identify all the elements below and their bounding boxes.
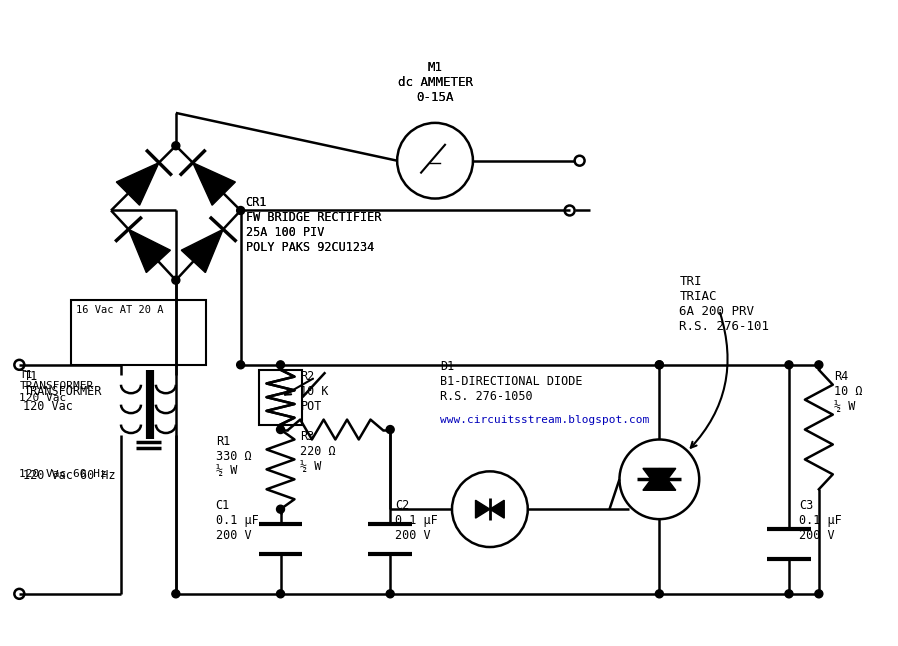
Circle shape bbox=[237, 361, 244, 369]
Text: 120 Vac 60 Hz: 120 Vac 60 Hz bbox=[20, 470, 107, 479]
Circle shape bbox=[814, 361, 823, 369]
Text: C3
0.1 μF
200 V: C3 0.1 μF 200 V bbox=[799, 499, 841, 542]
Circle shape bbox=[277, 505, 285, 513]
Circle shape bbox=[386, 590, 394, 598]
Circle shape bbox=[172, 141, 180, 150]
Circle shape bbox=[785, 361, 793, 369]
Polygon shape bbox=[643, 468, 676, 490]
Bar bbox=[71, 300, 206, 365]
Text: www.circuitsstream.blogspot.com: www.circuitsstream.blogspot.com bbox=[440, 415, 649, 424]
Circle shape bbox=[656, 590, 664, 598]
Circle shape bbox=[785, 590, 793, 598]
Text: C2
0.1 μF
200 V: C2 0.1 μF 200 V bbox=[395, 499, 438, 542]
Circle shape bbox=[277, 590, 285, 598]
Circle shape bbox=[386, 426, 394, 433]
Text: T1
TRANSFORMER
120 Vac: T1 TRANSFORMER 120 Vac bbox=[23, 370, 101, 413]
Text: CR1
FW BRIDGE RECTIFIER
25A 100 PIV
POLY PAKS 92CU1234: CR1 FW BRIDGE RECTIFIER 25A 100 PIV POLY… bbox=[246, 196, 381, 253]
Circle shape bbox=[277, 361, 285, 369]
Polygon shape bbox=[193, 163, 235, 205]
Text: 120 Vac 60 Hz: 120 Vac 60 Hz bbox=[23, 470, 116, 483]
Text: R3
220 Ω
½ W: R3 220 Ω ½ W bbox=[301, 430, 336, 472]
Circle shape bbox=[277, 426, 285, 433]
Text: R1
330 Ω
½ W: R1 330 Ω ½ W bbox=[216, 435, 251, 477]
Polygon shape bbox=[181, 229, 224, 273]
Text: C1
0.1 μF
200 V: C1 0.1 μF 200 V bbox=[216, 499, 259, 542]
Text: TRI
TRIAC
6A 200 PRV
R.S. 276-101: TRI TRIAC 6A 200 PRV R.S. 276-101 bbox=[679, 275, 770, 333]
Polygon shape bbox=[643, 468, 676, 490]
Text: T1
TRANSFORMER
120 Vac: T1 TRANSFORMER 120 Vac bbox=[20, 370, 93, 403]
Text: R2
10 K
POT: R2 10 K POT bbox=[301, 370, 329, 413]
Bar bbox=[259, 370, 303, 424]
Text: M1
dc AMMETER
0-15A: M1 dc AMMETER 0-15A bbox=[398, 61, 472, 104]
Text: 16 Vac AT 20 A: 16 Vac AT 20 A bbox=[76, 305, 163, 315]
Text: CR1
FW BRIDGE RECTIFIER
25A 100 PIV
POLY PAKS 92CU1234: CR1 FW BRIDGE RECTIFIER 25A 100 PIV POLY… bbox=[246, 196, 381, 253]
Polygon shape bbox=[490, 500, 505, 518]
Circle shape bbox=[172, 590, 180, 598]
Text: M1
dc AMMETER
0-15A: M1 dc AMMETER 0-15A bbox=[398, 61, 472, 104]
Circle shape bbox=[656, 361, 664, 369]
Circle shape bbox=[172, 276, 180, 284]
Polygon shape bbox=[117, 163, 159, 205]
Text: R4
10 Ω
½ W: R4 10 Ω ½ W bbox=[834, 370, 862, 413]
Text: D1
B1-DIRECTIONAL DIODE
R.S. 276-1050: D1 B1-DIRECTIONAL DIODE R.S. 276-1050 bbox=[440, 360, 583, 403]
Circle shape bbox=[237, 207, 244, 214]
Polygon shape bbox=[476, 500, 490, 518]
Circle shape bbox=[814, 590, 823, 598]
Circle shape bbox=[656, 361, 664, 369]
Polygon shape bbox=[128, 229, 171, 273]
